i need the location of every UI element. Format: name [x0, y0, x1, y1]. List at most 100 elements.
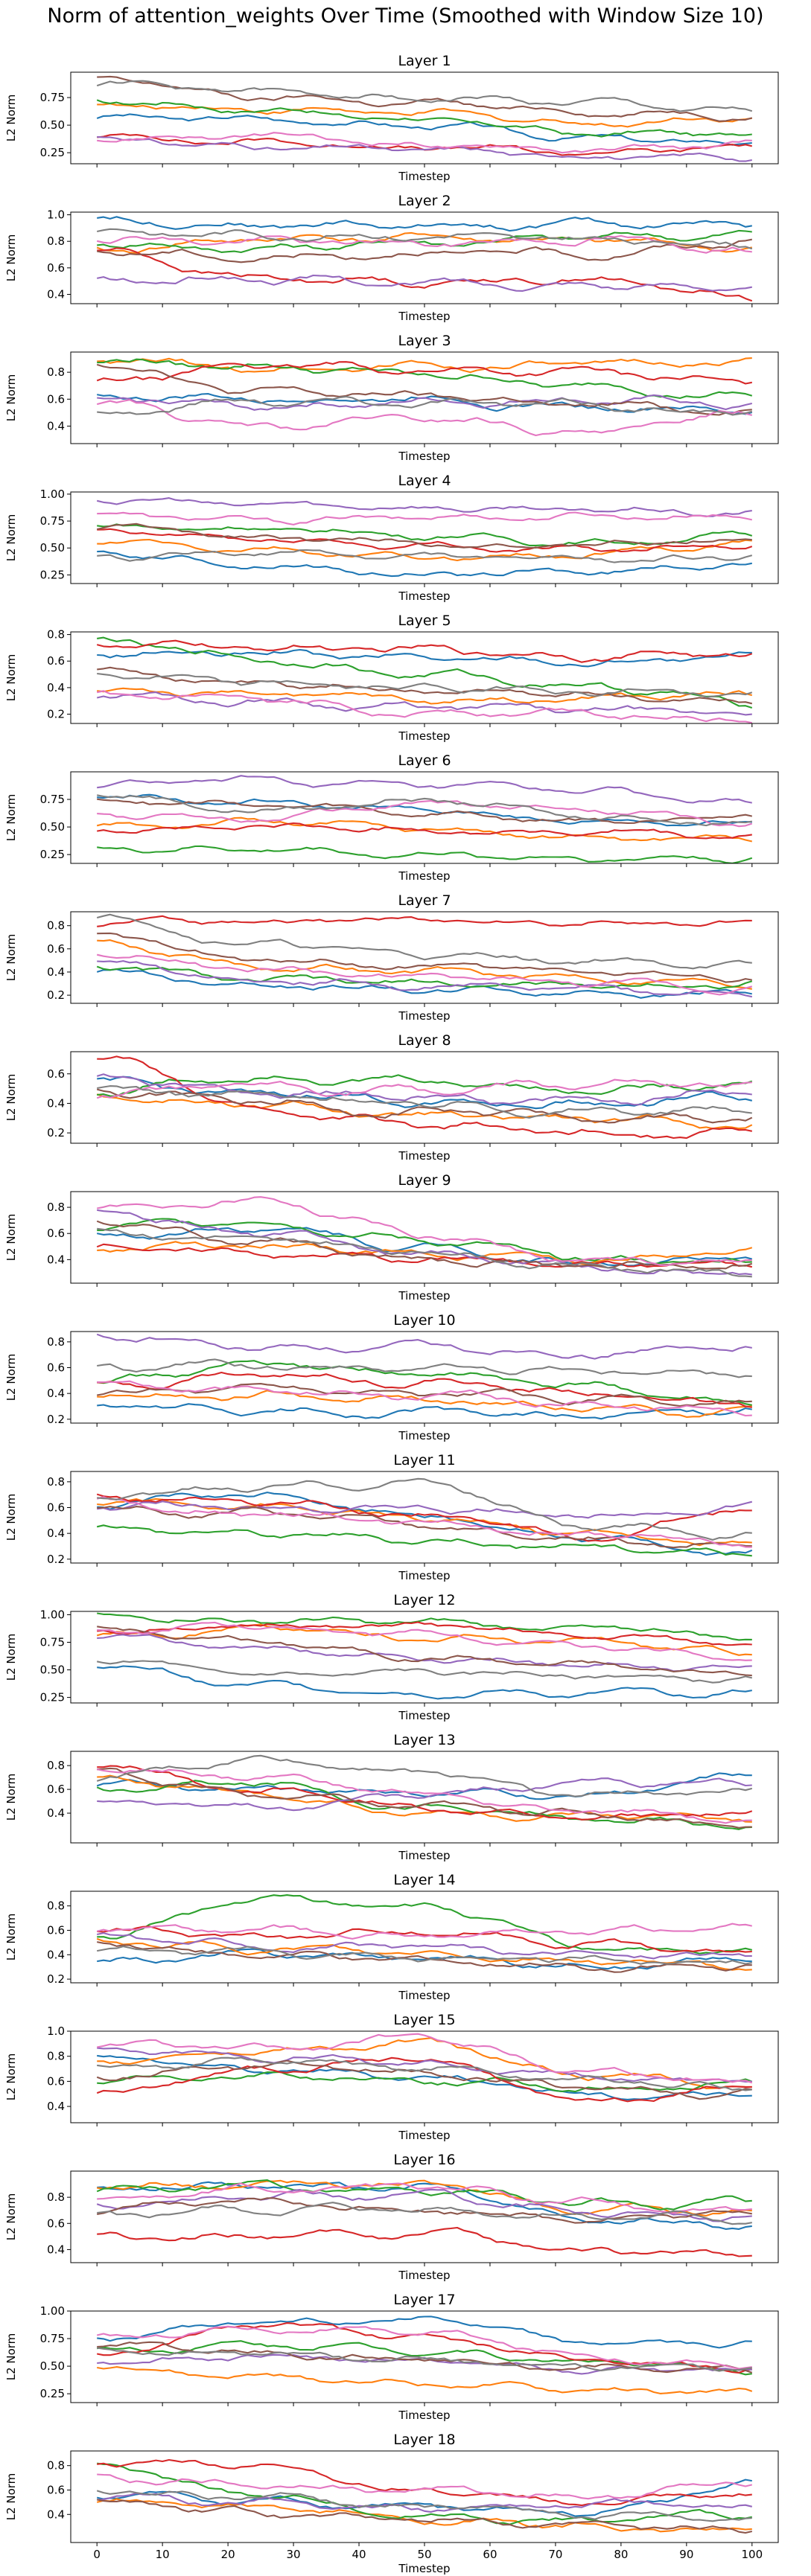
y-tick-label: 0.4	[47, 2243, 65, 2256]
series-line	[97, 794, 752, 827]
series-line	[96, 690, 752, 723]
y-tick-label: 0.75	[40, 793, 65, 806]
y-axis-label: L2 Norm	[4, 1494, 18, 1541]
series-line	[97, 216, 752, 232]
y-tick-label: 0.50	[40, 820, 65, 834]
y-tick-label: 0.6	[47, 654, 65, 668]
y-axis-label: L2 Norm	[4, 1074, 18, 1122]
y-tick-label: 0.2	[47, 708, 65, 721]
y-tick-label: 0.75	[40, 1635, 65, 1649]
series-line	[97, 357, 752, 374]
series-line	[96, 231, 752, 255]
series-line	[97, 75, 753, 122]
panel-frame	[70, 911, 779, 1004]
panel-title: Layer 14	[393, 1872, 455, 1888]
series-line	[97, 394, 753, 411]
series-line	[97, 687, 753, 705]
series-line	[97, 666, 753, 705]
x-tick-label: 50	[417, 2548, 431, 2561]
y-axis-label: L2 Norm	[4, 654, 18, 702]
y-tick-label: 0.6	[47, 1501, 65, 1515]
y-tick-label: 0.4	[47, 2100, 65, 2113]
series-line	[96, 1078, 752, 1099]
y-tick-label: 0.4	[47, 288, 65, 301]
panel-frame	[70, 1611, 779, 1704]
x-axis-label: Timestep	[398, 1289, 450, 1303]
series-line	[97, 1358, 752, 1378]
series-line	[97, 2197, 752, 2224]
y-axis-label: L2 Norm	[4, 2473, 18, 2521]
series-line	[97, 229, 752, 254]
y-tick-label: 0.4	[47, 1096, 65, 1110]
y-tick-label: 0.25	[40, 1691, 65, 1704]
series-line	[96, 1093, 753, 1130]
series-line	[97, 238, 752, 263]
y-tick-label: 0.25	[40, 848, 65, 861]
y-axis-label: L2 Norm	[4, 95, 18, 142]
series-line	[97, 2315, 752, 2349]
y-tick-label: 0.4	[47, 419, 65, 432]
series-line	[96, 2499, 753, 2534]
series-line	[97, 2492, 753, 2513]
series-line	[97, 395, 753, 416]
y-axis-label: L2 Norm	[4, 794, 18, 842]
series-line	[97, 135, 752, 162]
y-tick-label: 1.00	[40, 1608, 65, 1621]
series-line	[96, 1333, 752, 1360]
y-tick-label: 0.25	[40, 146, 65, 159]
series-line	[97, 1492, 753, 1556]
y-tick-label: 0.2	[47, 1972, 65, 1986]
panel-frame	[70, 2310, 779, 2403]
x-axis-label: Timestep	[398, 1709, 450, 1722]
series-line	[97, 775, 752, 804]
x-tick-label: 0	[93, 2548, 101, 2561]
series-line	[96, 968, 753, 999]
series-line	[97, 511, 753, 525]
series-line	[97, 822, 752, 840]
x-axis-label: Timestep	[398, 869, 450, 883]
series-line	[96, 361, 752, 385]
panel-title: Layer 4	[398, 473, 451, 489]
y-tick-label: 0.8	[47, 628, 65, 642]
series-line	[97, 799, 753, 828]
series-line	[96, 2325, 752, 2370]
series-line	[97, 2071, 753, 2093]
panel-title: Layer 8	[398, 1032, 451, 1049]
series-line	[97, 2462, 753, 2525]
series-line	[97, 672, 753, 698]
panel-title: Layer 11	[393, 1452, 455, 1468]
series-line	[97, 1506, 752, 1549]
series-line	[97, 2473, 753, 2500]
series-line	[96, 2490, 752, 2522]
series-line	[96, 1073, 752, 1106]
y-axis-label: L2 Norm	[4, 374, 18, 422]
series-line	[96, 1754, 753, 1797]
x-axis-label: Timestep	[398, 1149, 450, 1163]
y-tick-label: 0.6	[47, 2074, 65, 2088]
y-tick-label: 0.50	[40, 2359, 65, 2373]
panel-title: Layer 1	[398, 53, 451, 69]
series-line	[97, 247, 753, 302]
y-axis-label: L2 Norm	[4, 2333, 18, 2381]
x-axis-label: Timestep	[398, 2129, 450, 2142]
x-axis-label: Timestep	[398, 2562, 450, 2575]
series-line	[96, 80, 753, 112]
y-tick-label: 0.8	[47, 234, 65, 248]
y-tick-label: 1.00	[40, 488, 65, 501]
y-axis-label: L2 Norm	[4, 1634, 18, 1681]
panel-title: Layer 13	[393, 1732, 455, 1748]
y-axis-label: L2 Norm	[4, 934, 18, 982]
panel-title: Layer 3	[398, 333, 451, 349]
series-line	[96, 1932, 752, 1960]
x-tick-label: 100	[741, 2548, 763, 2561]
panel-title: Layer 18	[393, 2432, 455, 2448]
series-line	[97, 538, 752, 562]
series-line	[97, 2202, 752, 2225]
y-tick-label: 0.6	[47, 261, 65, 275]
y-tick-label: 0.6	[47, 1783, 65, 1796]
y-tick-label: 0.2	[47, 1413, 65, 1426]
x-tick-label: 90	[679, 2548, 693, 2561]
y-tick-label: 1.0	[47, 2024, 65, 2038]
series-line	[96, 274, 752, 292]
y-tick-label: 0.2	[47, 988, 65, 1002]
